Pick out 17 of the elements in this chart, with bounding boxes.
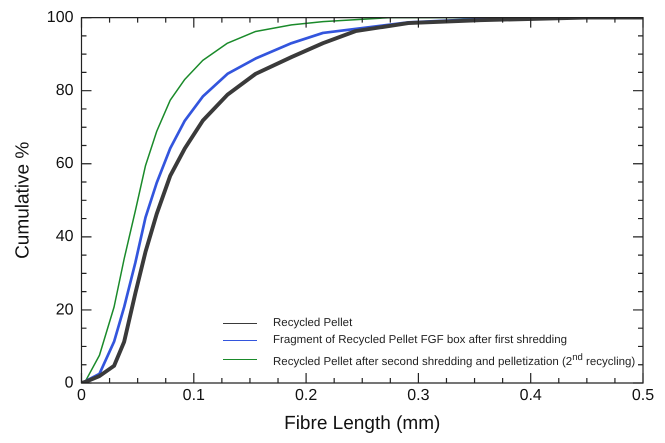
y-tick-label: 0 (64, 374, 74, 392)
x-tick-label: 0.4 (520, 387, 542, 404)
x-tick-label: 0.3 (407, 387, 430, 404)
legend-label: Recycled Pellet after second shredding and pelletization (2$^{nd}$ recycling) (273, 351, 636, 370)
y-tick-label: 40 (56, 228, 74, 246)
y-axis-title: Cumulative % (12, 142, 34, 259)
y-tick-label: 60 (56, 155, 74, 172)
x-axis-title: Fibre Length (mm) (284, 412, 440, 434)
y-tick-label: 20 (56, 301, 74, 318)
y-tick-label: 80 (56, 82, 74, 100)
legend-label: Fragment of Recycled Pellet FGF box after first shredding (273, 333, 568, 348)
x-tick-label: 0.1 (182, 387, 206, 404)
y-tick-label: 100 (46, 9, 74, 26)
x-tick-label: 0 (77, 387, 86, 404)
x-tick-label: 0.5 (632, 387, 654, 404)
x-tick-label: 0.2 (294, 387, 318, 404)
legend-label: Recycled Pellet (273, 316, 352, 331)
